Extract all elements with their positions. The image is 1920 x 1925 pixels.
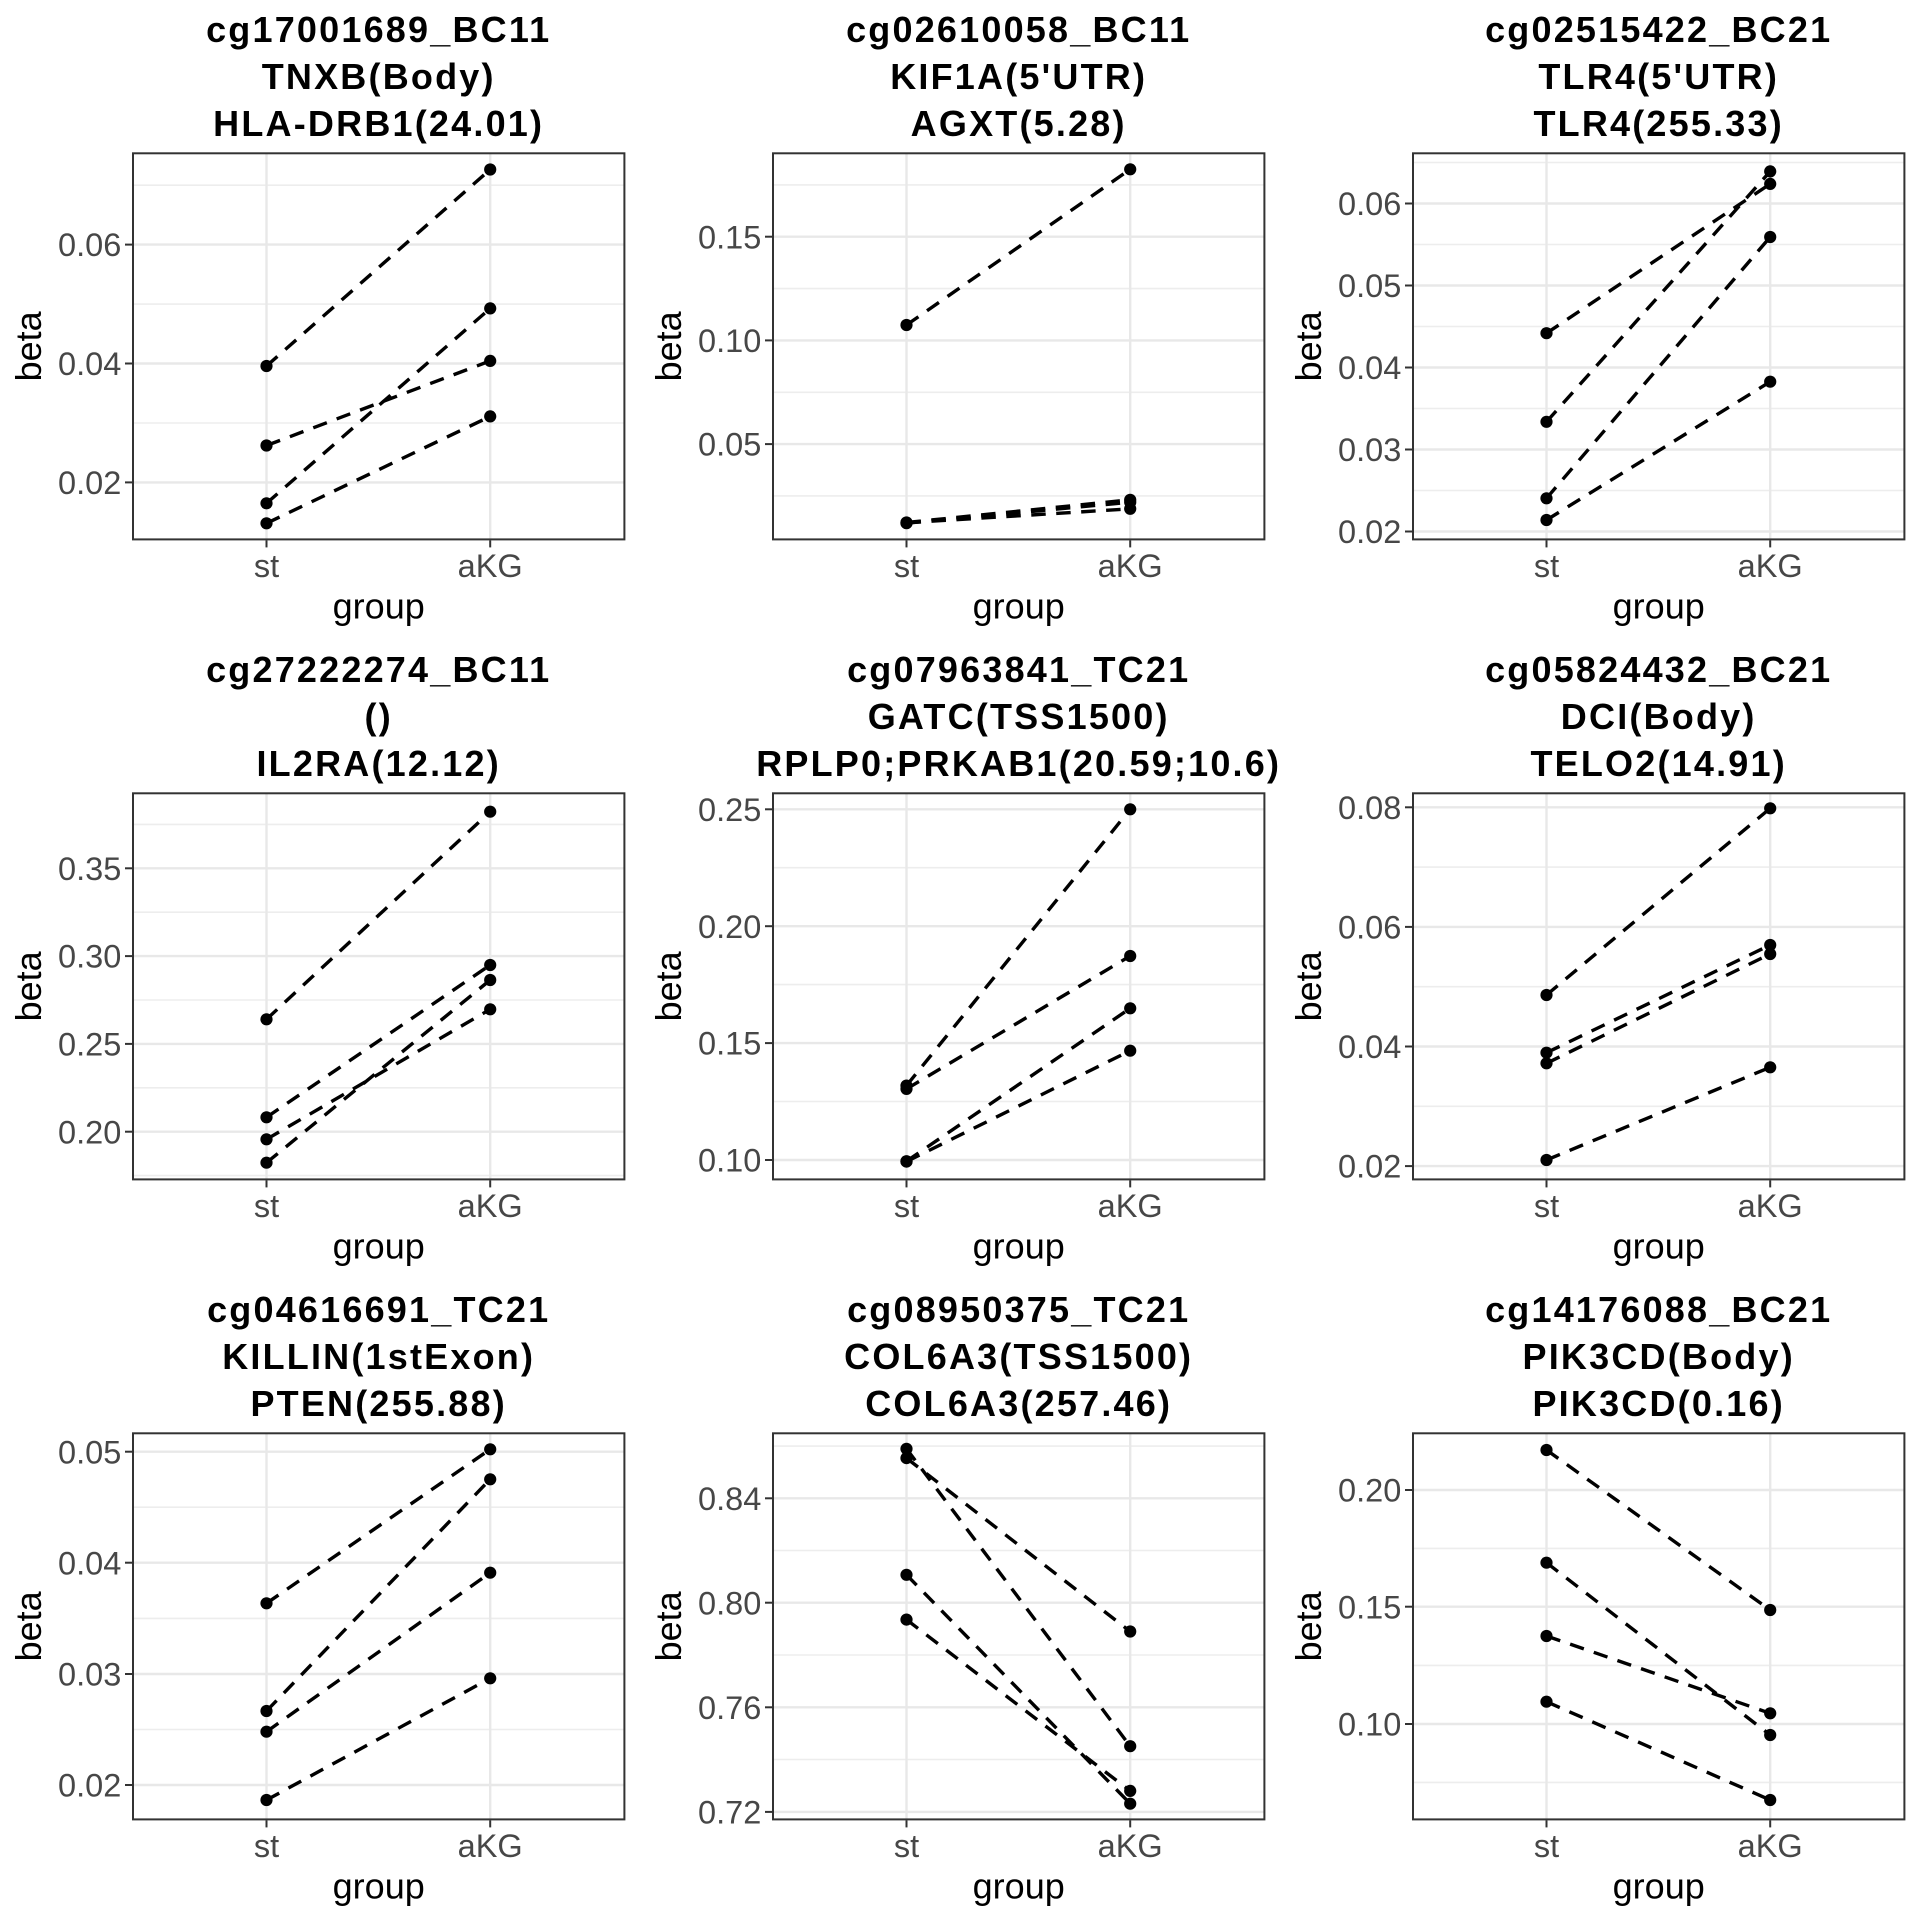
svg-text:cg17001689_BC11: cg17001689_BC11 [206, 9, 551, 50]
svg-text:0.04: 0.04 [1338, 350, 1401, 386]
svg-text:beta: beta [648, 310, 689, 381]
svg-text:st: st [1534, 1828, 1559, 1864]
svg-text:0.06: 0.06 [1338, 186, 1401, 222]
svg-text:0.25: 0.25 [58, 1027, 121, 1063]
svg-text:HLA-DRB1(24.01): HLA-DRB1(24.01) [213, 103, 544, 144]
svg-text:cg08950375_TC21: cg08950375_TC21 [847, 1289, 1190, 1330]
svg-text:PIK3CD(0.16): PIK3CD(0.16) [1532, 1383, 1784, 1424]
svg-text:KILLIN(1stExon): KILLIN(1stExon) [222, 1336, 535, 1377]
svg-text:group: group [333, 1866, 425, 1907]
svg-text:beta: beta [8, 950, 49, 1021]
svg-text:aKG: aKG [1738, 1188, 1803, 1224]
svg-text:0.03: 0.03 [58, 1657, 121, 1693]
svg-text:0.35: 0.35 [58, 851, 121, 887]
svg-text:aKG: aKG [458, 548, 523, 584]
svg-text:0.02: 0.02 [58, 1768, 121, 1804]
svg-text:0.10: 0.10 [1338, 1707, 1401, 1743]
svg-text:st: st [254, 1828, 279, 1864]
svg-text:0.20: 0.20 [1338, 1473, 1401, 1509]
svg-text:aKG: aKG [1098, 1828, 1163, 1864]
svg-text:cg02610058_BC11: cg02610058_BC11 [846, 9, 1191, 50]
svg-text:group: group [973, 1866, 1065, 1907]
svg-text:0.15: 0.15 [698, 219, 761, 255]
svg-text:group: group [1613, 1226, 1705, 1267]
svg-text:TLR4(255.33): TLR4(255.33) [1533, 103, 1784, 144]
svg-text:cg27222274_BC11: cg27222274_BC11 [206, 649, 551, 690]
svg-text:beta: beta [1288, 310, 1329, 381]
svg-text:0.04: 0.04 [1338, 1029, 1401, 1065]
svg-text:st: st [1534, 1188, 1559, 1224]
svg-text:0.20: 0.20 [698, 909, 761, 945]
svg-text:0.05: 0.05 [698, 427, 761, 463]
svg-text:cg07963841_TC21: cg07963841_TC21 [847, 649, 1190, 690]
svg-text:st: st [894, 1188, 919, 1224]
svg-text:0.06: 0.06 [58, 227, 121, 263]
svg-text:KIF1A(5'UTR): KIF1A(5'UTR) [890, 56, 1147, 97]
svg-text:0.06: 0.06 [1338, 910, 1401, 946]
svg-text:cg02515422_BC21: cg02515422_BC21 [1485, 9, 1832, 50]
svg-text:0.25: 0.25 [698, 792, 761, 828]
svg-text:0.80: 0.80 [698, 1585, 761, 1621]
svg-text:0.10: 0.10 [698, 323, 761, 359]
svg-text:cg14176088_BC21: cg14176088_BC21 [1485, 1289, 1832, 1330]
svg-text:aKG: aKG [458, 1188, 523, 1224]
svg-text:beta: beta [8, 1590, 49, 1661]
svg-text:0.30: 0.30 [58, 939, 121, 975]
svg-text:beta: beta [1288, 1590, 1329, 1661]
svg-text:0.84: 0.84 [698, 1481, 761, 1517]
svg-text:beta: beta [1288, 950, 1329, 1021]
svg-text:0.03: 0.03 [1338, 432, 1401, 468]
svg-text:0.20: 0.20 [58, 1114, 121, 1150]
svg-text:group: group [1613, 586, 1705, 627]
svg-text:0.15: 0.15 [698, 1026, 761, 1062]
svg-text:(): () [365, 696, 393, 737]
svg-text:st: st [894, 548, 919, 584]
svg-text:cg04616691_TC21: cg04616691_TC21 [207, 1289, 550, 1330]
svg-text:group: group [973, 586, 1065, 627]
svg-text:IL2RA(12.12): IL2RA(12.12) [256, 743, 500, 784]
svg-text:0.05: 0.05 [58, 1434, 121, 1470]
svg-text:group: group [333, 1226, 425, 1267]
svg-text:0.15: 0.15 [1338, 1589, 1401, 1625]
svg-text:aKG: aKG [1738, 1828, 1803, 1864]
svg-text:0.10: 0.10 [698, 1143, 761, 1179]
svg-text:0.05: 0.05 [1338, 268, 1401, 304]
svg-text:aKG: aKG [1098, 1188, 1163, 1224]
svg-text:PIK3CD(Body): PIK3CD(Body) [1522, 1336, 1794, 1377]
svg-text:beta: beta [648, 1590, 689, 1661]
svg-text:TELO2(14.91): TELO2(14.91) [1530, 743, 1786, 784]
svg-text:0.04: 0.04 [58, 346, 121, 382]
svg-text:st: st [894, 1828, 919, 1864]
svg-text:beta: beta [8, 310, 49, 381]
svg-text:group: group [1613, 1866, 1705, 1907]
svg-text:PTEN(255.88): PTEN(255.88) [250, 1383, 507, 1424]
svg-text:0.08: 0.08 [1338, 790, 1401, 826]
svg-text:aKG: aKG [1098, 548, 1163, 584]
svg-text:TNXB(Body): TNXB(Body) [262, 56, 496, 97]
svg-text:TLR4(5'UTR): TLR4(5'UTR) [1538, 56, 1779, 97]
svg-text:COL6A3(257.46): COL6A3(257.46) [865, 1383, 1172, 1424]
svg-text:group: group [333, 586, 425, 627]
svg-text:0.04: 0.04 [58, 1545, 121, 1581]
svg-text:AGXT(5.28): AGXT(5.28) [911, 103, 1127, 144]
svg-text:DCI(Body): DCI(Body) [1561, 696, 1757, 737]
svg-text:st: st [1534, 548, 1559, 584]
svg-text:RPLP0;PRKAB1(20.59;10.6): RPLP0;PRKAB1(20.59;10.6) [756, 743, 1281, 784]
svg-text:COL6A3(TSS1500): COL6A3(TSS1500) [844, 1336, 1193, 1377]
svg-text:aKG: aKG [458, 1828, 523, 1864]
svg-text:GATC(TSS1500): GATC(TSS1500) [868, 696, 1170, 737]
svg-text:st: st [254, 1188, 279, 1224]
svg-text:st: st [254, 548, 279, 584]
svg-text:0.02: 0.02 [1338, 1149, 1401, 1185]
svg-text:0.76: 0.76 [698, 1690, 761, 1726]
svg-text:beta: beta [648, 950, 689, 1021]
svg-text:aKG: aKG [1738, 548, 1803, 584]
svg-text:0.02: 0.02 [58, 465, 121, 501]
svg-text:group: group [973, 1226, 1065, 1267]
svg-text:cg05824432_BC21: cg05824432_BC21 [1485, 649, 1832, 690]
svg-text:0.02: 0.02 [1338, 514, 1401, 550]
svg-text:0.72: 0.72 [698, 1795, 761, 1831]
